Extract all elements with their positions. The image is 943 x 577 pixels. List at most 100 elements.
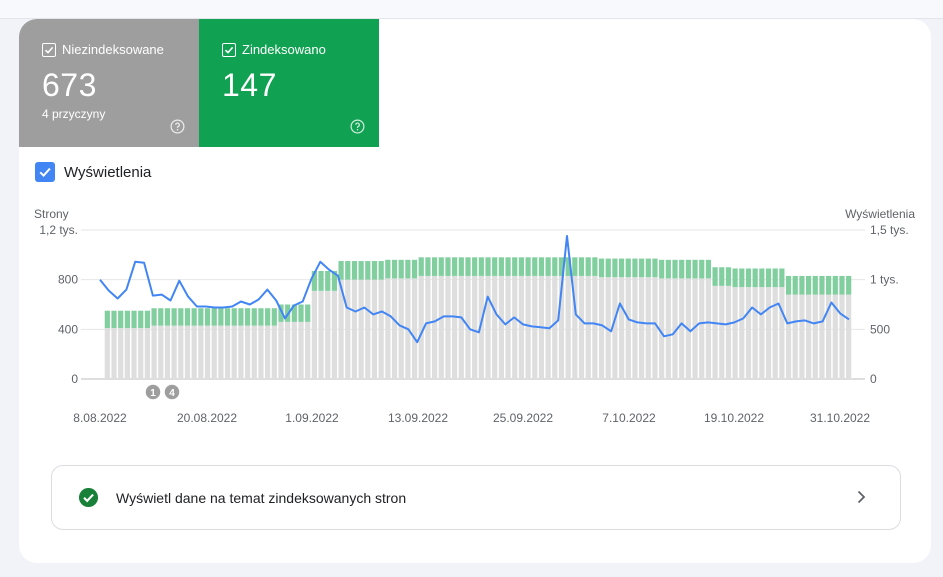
bar-indexed [158,308,164,326]
bar-not-indexed [458,275,464,379]
tile-indexed[interactable]: Zindeksowano 147 [199,19,379,147]
bar-not-indexed [605,277,611,379]
check-icon [224,46,234,54]
indexed-pages-link[interactable]: Wyświetl dane na temat zindeksowanych st… [51,465,901,530]
bar-not-indexed [151,325,157,379]
bar-not-indexed [692,278,698,379]
left-axis-title: Strony [34,207,69,221]
bar-not-indexed [826,294,832,379]
bar-indexed [311,270,317,291]
x-tick-label: 25.09.2022 [493,411,553,425]
bar-indexed [665,259,671,279]
bar-not-indexed [345,279,351,379]
bar-not-indexed [371,279,378,379]
bar-indexed [238,308,244,326]
checkbox-not-indexed[interactable] [42,42,56,57]
bar-not-indexed [665,278,671,379]
bar-not-indexed [338,279,344,379]
bar-indexed [191,308,197,326]
bar-not-indexed [331,290,338,379]
help-icon[interactable] [170,119,185,134]
bar-not-indexed [425,275,431,379]
bar-indexed [739,268,745,288]
bar-indexed [826,275,832,295]
bar-indexed [305,304,311,322]
bar-indexed [318,270,324,291]
bar-indexed [244,308,251,326]
bar-not-indexed [118,328,124,379]
bar-not-indexed [285,321,291,379]
bar-indexed [779,268,785,288]
right-tick-label: 500 [870,322,890,336]
tile-not-indexed-header: Niezindeksowane [42,42,164,57]
annotation-marker[interactable]: 1 [144,383,162,401]
bar-indexed [171,308,177,326]
bar-not-indexed [799,294,805,379]
bar-indexed [144,310,151,329]
x-tick-label: 1.09.2022 [285,411,339,425]
bar-not-indexed [358,279,364,379]
bar-indexed [438,257,444,276]
annotation-marker[interactable]: 4 [163,383,181,401]
bar-not-indexed [592,275,598,379]
help-icon[interactable] [350,119,365,134]
bar-not-indexed [158,325,164,379]
x-tick-label: 19.10.2022 [704,411,764,425]
impressions-checkbox[interactable] [35,162,55,182]
bar-not-indexed [585,275,591,379]
bar-indexed [725,267,732,286]
bar-indexed [425,257,431,276]
bar-indexed [732,268,738,288]
check-icon [44,46,54,54]
bar-indexed [799,275,805,295]
bar-not-indexed [318,290,324,379]
bar-indexed [184,308,191,326]
bar-indexed [839,275,845,295]
bar-indexed [164,308,171,326]
bar-not-indexed [505,275,511,379]
bar-indexed [492,257,498,276]
bar-indexed [525,257,531,276]
chevron-right-icon [857,490,866,504]
bar-indexed [418,257,424,276]
checkbox-indexed[interactable] [222,42,236,57]
bar-indexed [204,308,211,326]
bar-indexed [298,304,304,322]
bar-not-indexed [725,285,732,379]
bar-not-indexed [785,294,792,379]
bar-not-indexed [832,294,838,379]
tile-indexed-header: Zindeksowano [222,42,326,57]
bar-indexed [398,259,404,279]
tile-not-indexed[interactable]: Niezindeksowane 673 4 przyczyny [19,19,199,147]
bar-indexed [532,257,538,276]
bar-indexed [251,308,257,326]
bar-not-indexed [351,279,358,379]
bar-not-indexed [712,285,718,379]
tile-not-indexed-label: Niezindeksowane [62,42,164,57]
bar-not-indexed [839,294,845,379]
indexed-pages-link-label: Wyświetl dane na temat zindeksowanych st… [116,489,407,506]
bar-not-indexed [765,287,772,379]
bar-not-indexed [178,325,184,379]
bar-indexed [625,258,631,278]
bar-indexed [385,259,391,279]
bar-indexed [405,259,411,279]
top-bar [0,0,943,19]
bar-indexed [712,267,718,286]
bar-indexed [565,257,571,276]
annotation-circle [144,383,162,401]
impressions-toggle[interactable]: Wyświetlenia [35,162,151,182]
right-tick-label: 1,5 tys. [870,223,909,237]
bar-not-indexed [385,278,391,379]
bar-indexed [178,308,184,326]
bar-indexed [498,257,504,276]
bar-indexed [465,257,471,276]
bar-indexed [618,258,625,278]
bar-not-indexed [111,328,117,379]
bar-not-indexed [805,294,812,379]
bar-not-indexed [211,325,217,379]
tile-not-indexed-subtitle: 4 przyczyny [42,107,106,121]
bar-indexed [265,308,271,326]
check-circle-icon [78,487,99,508]
bar-not-indexed [131,328,137,379]
